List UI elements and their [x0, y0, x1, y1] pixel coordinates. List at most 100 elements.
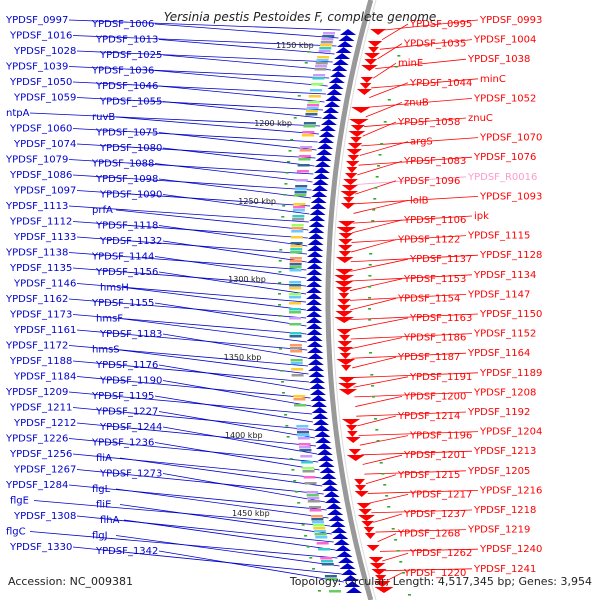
gene-label[interactable]: YPDSF_1262: [409, 548, 472, 559]
gene-label[interactable]: YPDSF_1196: [409, 431, 472, 442]
gene-label[interactable]: YPDSF_1138: [5, 248, 68, 259]
gene-label[interactable]: YPDSF_1154: [397, 293, 460, 304]
gene-label[interactable]: YPDSF_1118: [95, 221, 158, 232]
gene-label[interactable]: YPDSF_1173: [9, 310, 72, 321]
gene-label[interactable]: hmsF: [96, 314, 123, 325]
gene-label[interactable]: hmsH: [100, 283, 129, 294]
gene-label[interactable]: YPDSF_1218: [473, 505, 536, 516]
gene-label[interactable]: hmsS: [92, 345, 120, 356]
gene-label[interactable]: YPDSF_1097: [13, 186, 76, 197]
gene-label[interactable]: YPDSF_1211: [9, 403, 72, 414]
gene-label[interactable]: YPDSF_1187: [397, 352, 460, 363]
gene-label[interactable]: YPDSF_1212: [13, 418, 76, 429]
gene-label[interactable]: fliE: [96, 500, 111, 511]
gene-label[interactable]: YPDSF_1080: [99, 143, 162, 154]
gene-label[interactable]: YPDSF_1256: [9, 449, 72, 460]
gene-label[interactable]: YPDSF_1244: [99, 422, 162, 433]
gene-label[interactable]: YPDSF_1183: [99, 329, 162, 340]
gene-label[interactable]: YPDSF_1227: [95, 407, 158, 418]
gene-label[interactable]: YPDSF_1200: [403, 391, 466, 402]
gene-label[interactable]: fliA: [96, 453, 112, 464]
gene-label[interactable]: YPDSF_1268: [397, 529, 460, 540]
gene-label[interactable]: YPDSF_1093: [479, 191, 542, 202]
gene-label[interactable]: flgJ: [92, 531, 108, 542]
gene-label[interactable]: YPDSF_1004: [473, 35, 536, 46]
gene-label[interactable]: YPDSF_1096: [397, 176, 460, 187]
gene-label[interactable]: YPDSF_1137: [409, 254, 472, 265]
gene-label[interactable]: znuB: [404, 97, 429, 108]
gene-label[interactable]: YPDSF_1214: [397, 411, 460, 422]
gene-label[interactable]: YPDSF_1241: [473, 564, 536, 575]
gene-label[interactable]: YPDSF_1144: [91, 252, 154, 263]
gene-label[interactable]: YPDSF_1050: [9, 77, 72, 88]
gene-label[interactable]: YPDSF_1156: [95, 267, 158, 278]
gene-label[interactable]: YPDSF_1217: [409, 489, 472, 500]
gene-label[interactable]: YPDSF_1162: [5, 294, 68, 305]
gene-label[interactable]: YPDSF_1112: [9, 217, 72, 228]
gene-label[interactable]: YPDSF_1128: [479, 250, 542, 261]
gene-label[interactable]: YPDSF_1219: [467, 525, 530, 536]
gene-label[interactable]: YPDSF_1161: [13, 325, 76, 336]
gene-label[interactable]: YPDSF_1059: [13, 93, 76, 104]
gene-label[interactable]: YPDSF_1025: [99, 50, 162, 61]
gene-label[interactable]: flgC: [6, 527, 26, 538]
gene-label[interactable]: YPDSF_1036: [91, 66, 154, 77]
gene-label[interactable]: YPDSF_1273: [99, 469, 162, 480]
gene-label[interactable]: YPDSF_1213: [473, 446, 536, 457]
gene-label[interactable]: YPDSF_1208: [473, 387, 536, 398]
gene-label[interactable]: YPDSF_1163: [409, 313, 472, 324]
gene-label[interactable]: YPDSF_1035: [403, 39, 466, 50]
gene-label[interactable]: YPDSF_1146: [13, 279, 76, 290]
gene-label[interactable]: YPDSF_0993: [479, 15, 542, 26]
gene-label[interactable]: YPDSF_1016: [9, 31, 72, 42]
gene-label[interactable]: YPDSF_1060: [9, 124, 72, 135]
gene-label[interactable]: YPDSF_1135: [9, 263, 72, 274]
gene-label[interactable]: flgL: [92, 484, 111, 495]
gene-label[interactable]: YPDSF_1006: [91, 19, 154, 30]
gene-label[interactable]: YPDSF_1074: [13, 139, 76, 150]
gene-label[interactable]: YPDSF_1083: [403, 156, 466, 167]
gene-label[interactable]: ntpA: [6, 108, 30, 119]
gene-label[interactable]: YPDSF_1209: [5, 387, 68, 398]
gene-label[interactable]: YPDSF_1284: [5, 480, 68, 491]
gene-label[interactable]: YPDSF_1122: [397, 235, 460, 246]
gene-label[interactable]: YPDSF_1150: [479, 309, 542, 320]
gene-label[interactable]: YPDSF_1195: [91, 391, 154, 402]
gene-label[interactable]: YPDSF_1070: [479, 133, 542, 144]
gene-label[interactable]: YPDSF_1153: [403, 274, 466, 285]
gene-label[interactable]: flgE: [10, 496, 29, 507]
gene-label[interactable]: YPDSF_1134: [473, 270, 536, 281]
gene-label[interactable]: YPDSF_1147: [467, 289, 530, 300]
gene-labels[interactable]: YPDSF_0997 YPDSF_1006 YPDSF_1016 YPDSF_1013…: [5, 15, 542, 579]
gene-label[interactable]: YPDSF_1236: [91, 438, 154, 449]
gene-label[interactable]: YPDSF_1192: [467, 407, 530, 418]
gene-label[interactable]: YPDSF_1189: [479, 368, 542, 379]
gene-label[interactable]: minC: [480, 74, 506, 85]
gene-label[interactable]: minE: [398, 58, 423, 69]
gene-label[interactable]: YPDSF_1058: [397, 117, 460, 128]
gene-label[interactable]: YPDSF_1308: [13, 511, 76, 522]
gene-label[interactable]: znuC: [468, 113, 493, 124]
gene-label[interactable]: YPDSF_1191: [409, 372, 472, 383]
gene-label[interactable]: lolB: [410, 195, 429, 206]
gene-label[interactable]: YPDSF_1267: [13, 465, 76, 476]
gene-label[interactable]: YPDSF_0997: [5, 15, 68, 26]
gene-label[interactable]: YPDSF_1055: [99, 97, 162, 108]
gene-label[interactable]: YPDSF_1098: [95, 174, 158, 185]
gene-label[interactable]: YPDSF_1052: [473, 93, 536, 104]
gene-label[interactable]: YPDSF_1115: [467, 231, 530, 242]
gene-label[interactable]: prfA: [92, 205, 113, 216]
gene-label[interactable]: YPDSF_1028: [13, 46, 76, 57]
gene-label[interactable]: YPDSF_1013: [95, 35, 158, 46]
gene-label[interactable]: YPDSF_1201: [403, 450, 466, 461]
gene-label[interactable]: YPDSF_1106: [403, 215, 466, 226]
gene-label[interactable]: YPDSF_1190: [99, 376, 162, 387]
gene-label[interactable]: YPDSF_1152: [473, 329, 536, 340]
gene-label[interactable]: ipk: [474, 211, 489, 222]
gene-label[interactable]: YPDSF_1113: [5, 201, 68, 212]
gene-label[interactable]: YPDSF_1220: [403, 568, 466, 579]
gene-label[interactable]: YPDSF_1039: [5, 62, 68, 73]
gene-label[interactable]: YPDSF_1088: [91, 159, 154, 170]
gene-label[interactable]: YPDSF_1204: [479, 427, 542, 438]
gene-label[interactable]: YPDSF_1079: [5, 155, 68, 166]
